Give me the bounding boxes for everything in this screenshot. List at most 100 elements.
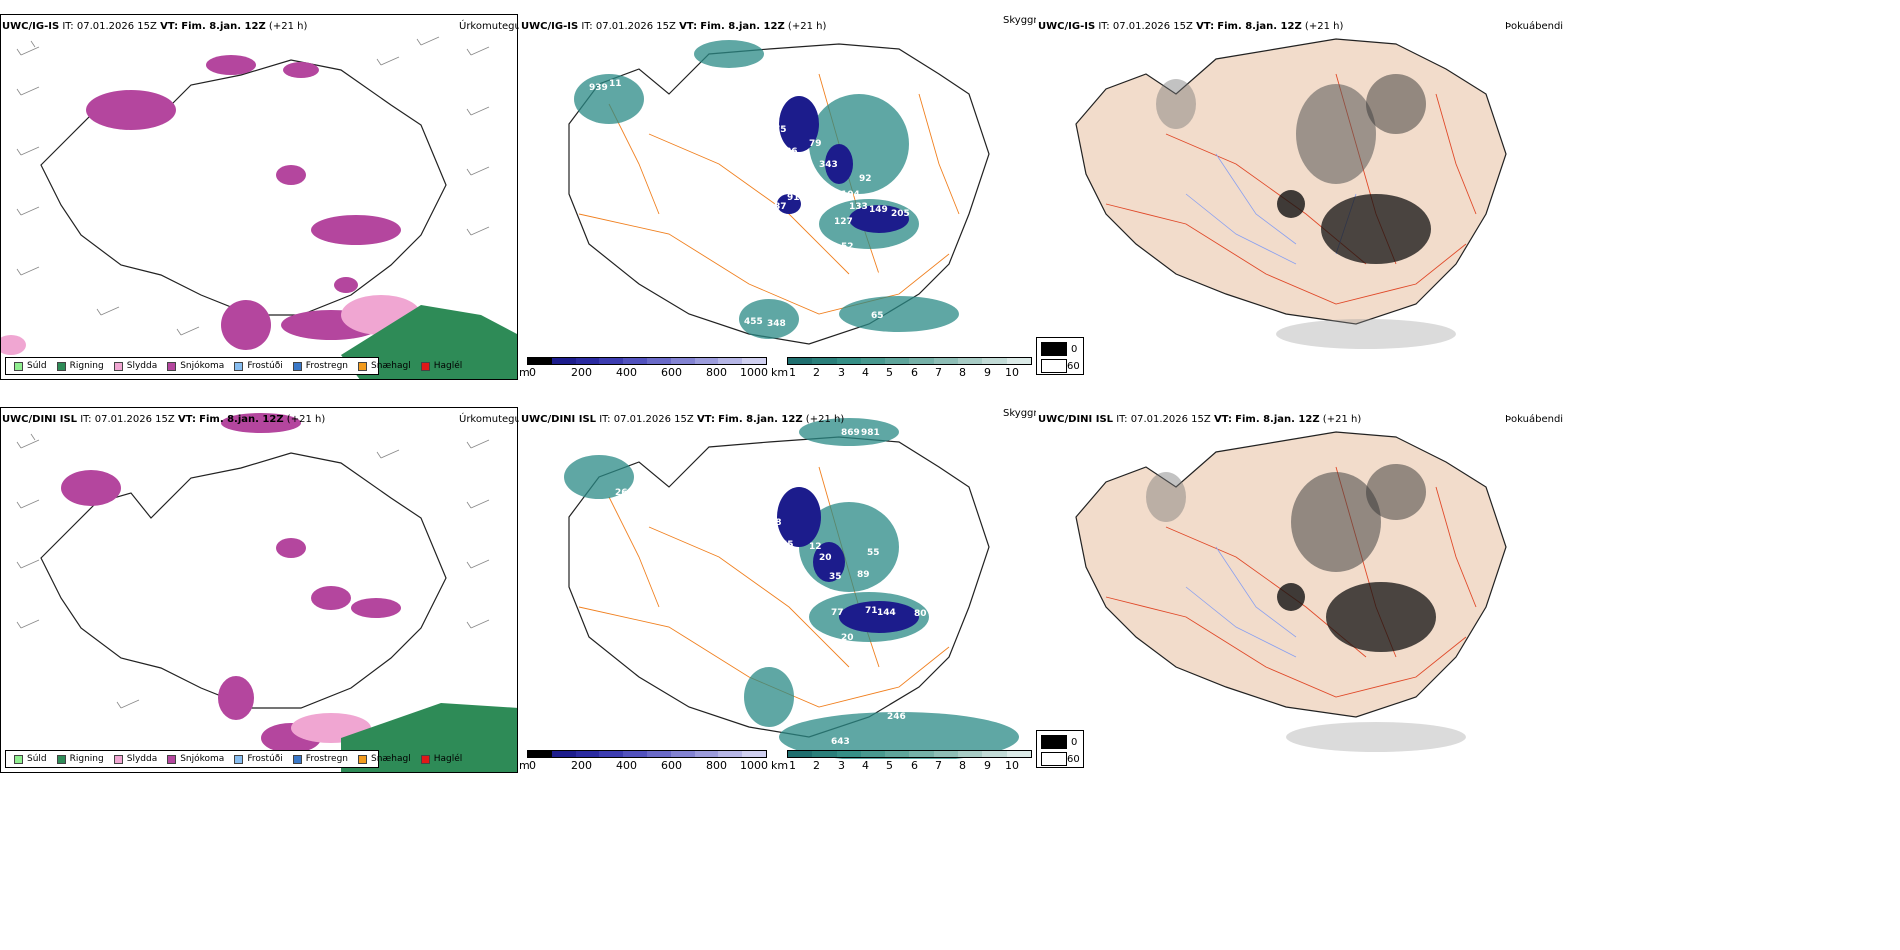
legend-label: Snjókoma	[180, 361, 225, 371]
it-value: 07.01.2026 15Z	[1130, 414, 1211, 425]
fog-label-60: 60	[1067, 361, 1080, 372]
colorbar-bin	[860, 751, 886, 757]
visibility-tick: 10	[1005, 366, 1019, 379]
colorbar-bin	[1006, 358, 1031, 364]
it-value: 07.01.2026 15Z	[76, 21, 157, 32]
panel-header: UWC/IG-IS IT: 07.01.2026 15Z VT: Fim. 8.…	[2, 21, 307, 32]
vis-label: 80	[914, 609, 927, 619]
legend-label: Rigning	[69, 754, 104, 764]
vis-label: 82	[869, 272, 882, 282]
visibility-tick: 5	[886, 759, 893, 772]
legend-swatch	[167, 754, 177, 764]
it-value: 07.01.2026 15Z	[595, 21, 676, 32]
visibility-colorbar-ticks: km 1 2 3 4 5 6 7 8 9 10	[771, 366, 1035, 379]
vis-label: 12	[809, 542, 822, 552]
ceiling-tick: 800	[706, 759, 727, 772]
legend-swatch	[113, 754, 123, 764]
vis-label: 869	[841, 428, 860, 438]
vis-label: 75	[774, 125, 787, 135]
fog-swatch-0	[1041, 735, 1067, 749]
colorbar-bin	[670, 358, 695, 364]
legend-label: Haglél	[433, 361, 463, 371]
vis-label: 55	[867, 548, 880, 558]
ceiling-tick: 0	[529, 759, 536, 772]
vis-label: 86	[907, 590, 920, 600]
colorbar-bin	[812, 751, 837, 757]
ceiling-colorbar	[527, 357, 767, 365]
legend-label: Frostúði	[247, 361, 283, 371]
vis-label: 939	[589, 83, 608, 93]
model-name: UWC/IG-IS	[1038, 21, 1096, 32]
fog-areas	[1156, 74, 1456, 349]
visibility-tick: 9	[984, 366, 991, 379]
visibility-map: 939 75 79 86 10 343 92 87 91 104 133 149…	[568, 40, 990, 345]
precip-type-title: Úrkomutegund	[459, 21, 534, 32]
ceiling-tick: 600	[661, 366, 682, 379]
fog-swatch-0	[1041, 342, 1067, 356]
colorbar-bin	[885, 358, 910, 364]
vis-label: 104	[841, 190, 860, 200]
vt-label: VT:	[1196, 21, 1215, 32]
lead-time: (+21 h)	[787, 21, 827, 32]
vis-label: 65	[781, 540, 794, 550]
colorbar-bin	[788, 751, 813, 757]
colorbar-bin	[860, 358, 886, 364]
fog-legend: 0 60	[1036, 337, 1084, 375]
legend-item-freezing-rain: Frostregn	[292, 754, 348, 764]
ceiling-colorbar-ticks: m 0 200 400 600 800 1000	[519, 759, 769, 772]
ceiling-colorbar-ticks: m 0 200 400 600 800 1000	[519, 366, 769, 379]
colorbar-bin	[575, 358, 600, 364]
legend-swatch	[234, 361, 244, 371]
precip-type-map	[1, 36, 517, 379]
colorbar-bin	[812, 358, 837, 364]
vis-label: 10	[929, 217, 942, 227]
ceiling-unit: m	[519, 366, 530, 379]
rain-areas	[341, 305, 517, 379]
panel-header: UWC/IG-IS IT: 07.01.2026 15Z VT: Fim. 8.…	[521, 21, 826, 32]
it-label: IT:	[1098, 21, 1110, 32]
colorbar-bin	[599, 358, 624, 364]
colorbar-bin	[670, 751, 695, 757]
vt-label: VT:	[177, 414, 196, 425]
colorbar-bin	[1006, 751, 1031, 757]
visibility-tick: 2	[813, 759, 820, 772]
it-label: IT:	[581, 21, 593, 32]
vis-label: 79	[809, 139, 822, 149]
colorbar-bin	[836, 358, 861, 364]
visibility-tick: 6	[911, 759, 918, 772]
vt-value: Fim. 8.jan. 12Z	[199, 414, 284, 425]
colorbar-bin	[599, 751, 624, 757]
colorbar-bin	[623, 358, 647, 364]
fog-swatch-60	[1041, 752, 1067, 766]
colorbar-bin	[909, 358, 934, 364]
snow-areas	[61, 413, 401, 753]
legend-item-sleet: Slydda	[113, 754, 157, 764]
legend-label: Haglél	[433, 754, 463, 764]
visibility-tick: 7	[935, 366, 942, 379]
vt-value: Fim. 8.jan. 12Z	[1235, 414, 1320, 425]
it-label: IT:	[1116, 414, 1128, 425]
ceiling-tick: 400	[616, 366, 637, 379]
colorbar-bin	[958, 751, 983, 757]
legend-swatch	[14, 361, 23, 371]
legend-label: Frostregn	[305, 361, 349, 371]
vis-label: 89	[857, 570, 870, 580]
colorbar-bin	[933, 358, 959, 364]
vis-label: 86	[785, 147, 798, 157]
legend-swatch	[56, 361, 66, 371]
visibility-tick: 3	[838, 759, 845, 772]
rain-areas	[341, 703, 517, 772]
ceiling-unit: m	[519, 759, 530, 772]
legend-label: Frostúði	[247, 754, 283, 764]
vis-label: 52	[841, 242, 854, 252]
iceland-land	[1075, 38, 1507, 325]
vis-label: 10	[865, 668, 878, 678]
vis-label: 92	[859, 174, 872, 184]
vis-label: 20	[819, 553, 832, 563]
vis-label: 246	[887, 712, 906, 722]
legend-item-snow: Snjókoma	[167, 754, 224, 764]
colorbar-bin	[958, 358, 983, 364]
colorbar-bin	[718, 751, 743, 757]
visibility-value-labels: 869 981 78 65 12 20 55 89 35 77 71 144 8…	[615, 428, 927, 747]
legend-label: Súld	[27, 361, 47, 371]
